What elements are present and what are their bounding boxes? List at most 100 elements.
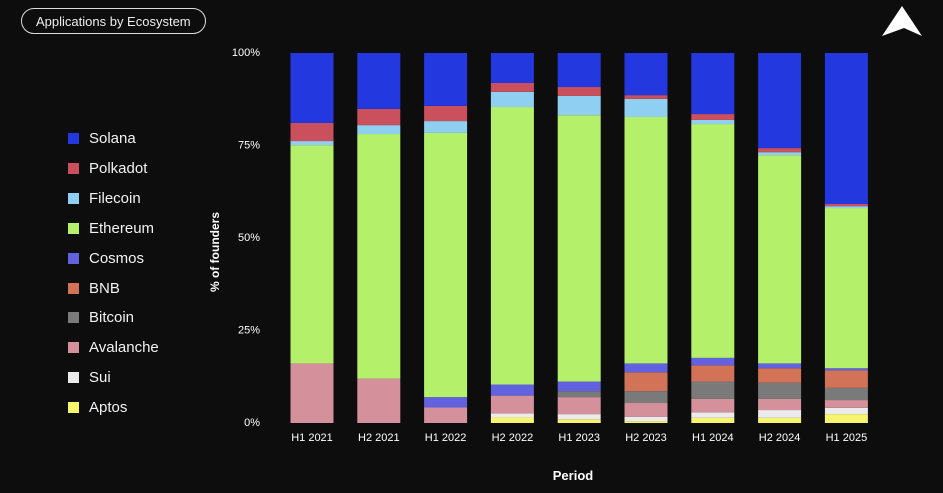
legend-item-avalanche: Avalanche xyxy=(68,333,159,363)
bar-segment-bnb xyxy=(691,365,735,382)
legend-label: Avalanche xyxy=(89,339,159,357)
bar-segment-polkadot xyxy=(691,114,735,120)
legend-label: Polkadot xyxy=(89,160,148,178)
legend-item-sui: Sui xyxy=(68,363,159,393)
legend-item-aptos: Aptos xyxy=(68,393,159,423)
bar-segment-bnb xyxy=(624,372,668,392)
bar-segment-cosmos xyxy=(758,363,802,369)
legend-swatch xyxy=(68,282,79,294)
legend-swatch xyxy=(68,372,79,384)
bar-segment-avalanche xyxy=(557,397,601,415)
x-tick-label: H2 2024 xyxy=(759,432,801,444)
legend-swatch xyxy=(68,312,79,324)
x-tick-label: H2 2023 xyxy=(625,432,667,444)
bar-segment-solana xyxy=(424,53,468,106)
x-tick-label: H1 2023 xyxy=(558,432,600,444)
legend-item-bitcoin: Bitcoin xyxy=(68,303,159,333)
bar-segment-avalanche xyxy=(290,363,334,423)
legend: Solana Polkadot Filecoin Ethereum Cosmos BNB B… xyxy=(68,124,159,422)
bar-segment-ethereum xyxy=(557,115,601,382)
legend-item-ethereum: Ethereum xyxy=(68,214,159,244)
legend-label: BNB xyxy=(89,279,120,297)
legend-swatch xyxy=(68,193,79,205)
bar-segment-filecoin xyxy=(624,98,668,118)
bar-segment-polkadot xyxy=(624,95,668,99)
bar-segment-filecoin xyxy=(758,152,802,156)
legend-swatch xyxy=(68,222,79,234)
bar-segment-sui xyxy=(758,410,802,418)
bar-segment-cosmos xyxy=(824,368,868,371)
bar-segment-aptos xyxy=(557,419,601,423)
bar-segment-filecoin xyxy=(824,206,868,209)
bar-segment-polkadot xyxy=(557,87,601,96)
bar-segment-ethereum xyxy=(824,208,868,369)
x-axis-label: Period xyxy=(553,468,594,483)
y-tick-label: 25% xyxy=(238,324,260,336)
bar-segment-solana xyxy=(624,53,668,96)
bar-segment-avalanche xyxy=(490,395,534,414)
legend-item-filecoin: Filecoin xyxy=(68,184,159,214)
legend-item-cosmos: Cosmos xyxy=(68,243,159,273)
bar-segment-solana xyxy=(758,53,802,149)
bar-segment-polkadot xyxy=(824,203,868,207)
legend-label: Filecoin xyxy=(89,190,141,208)
bar-segment-ethereum xyxy=(290,145,334,364)
x-tick-label: H2 2022 xyxy=(492,432,534,444)
bar-segment-sui xyxy=(490,413,534,418)
legend-swatch xyxy=(68,163,79,175)
bar-segment-avalanche xyxy=(357,378,401,423)
legend-swatch xyxy=(68,342,79,354)
bar-segment-avalanche xyxy=(824,400,868,408)
bar-segment-sui xyxy=(691,412,735,418)
bar-segment-cosmos xyxy=(691,357,735,366)
y-tick-label: 0% xyxy=(244,417,260,429)
y-tick-label: 75% xyxy=(238,139,260,151)
x-tick-label: H1 2022 xyxy=(425,432,467,444)
bar-segment-solana xyxy=(357,53,401,109)
bar-segment-ethereum xyxy=(424,132,468,398)
legend-swatch xyxy=(68,402,79,414)
bar-segment-solana xyxy=(557,53,601,88)
bar-segment-aptos xyxy=(490,417,534,423)
bar-segment-cosmos xyxy=(624,363,668,373)
bar-segment-aptos xyxy=(691,417,735,423)
bar-segment-cosmos xyxy=(424,397,468,408)
bar-segment-filecoin xyxy=(290,141,334,146)
legend-item-bnb: BNB xyxy=(68,273,159,303)
bar-segment-polkadot xyxy=(758,148,802,153)
bar-segment-ethereum xyxy=(691,124,735,358)
bar-segment-aptos xyxy=(624,421,668,423)
bar-segment-avalanche xyxy=(624,403,668,417)
bar-segment-aptos xyxy=(824,414,868,423)
legend-label: Ethereum xyxy=(89,219,155,237)
bar-segment-filecoin xyxy=(691,119,735,125)
x-tick-label: H2 2021 xyxy=(358,432,400,444)
bar-segment-polkadot xyxy=(490,82,534,92)
bar-segment-sui xyxy=(824,407,868,415)
bar-segment-filecoin xyxy=(357,125,401,135)
bar-segment-ethereum xyxy=(624,117,668,364)
bar-segment-polkadot xyxy=(357,108,401,126)
legend-label: Cosmos xyxy=(89,249,145,267)
bar-segment-avalanche xyxy=(758,398,802,411)
bar-segment-filecoin xyxy=(557,95,601,116)
bar-segment-cosmos xyxy=(490,384,534,396)
bar-segment-solana xyxy=(490,53,534,83)
bar-segment-solana xyxy=(290,53,334,123)
bar-segment-cosmos xyxy=(557,381,601,392)
bar-segment-avalanche xyxy=(691,398,735,413)
bar-segment-bitcoin xyxy=(758,382,802,399)
bar-segment-polkadot xyxy=(424,105,468,122)
bar-segment-bnb xyxy=(824,370,868,388)
legend-swatch xyxy=(68,252,79,264)
bar-segment-bitcoin xyxy=(824,387,868,401)
bar-segment-bnb xyxy=(758,368,802,383)
legend-item-polkadot: Polkadot xyxy=(68,154,159,184)
mountain-logo-icon xyxy=(882,6,922,36)
bar-segment-bitcoin xyxy=(691,381,735,399)
bar-segment-avalanche xyxy=(424,407,468,423)
chart-title-pill: Applications by Ecosystem xyxy=(21,8,206,34)
x-tick-label: H1 2025 xyxy=(826,432,868,444)
x-tick-label: H1 2024 xyxy=(692,432,734,444)
